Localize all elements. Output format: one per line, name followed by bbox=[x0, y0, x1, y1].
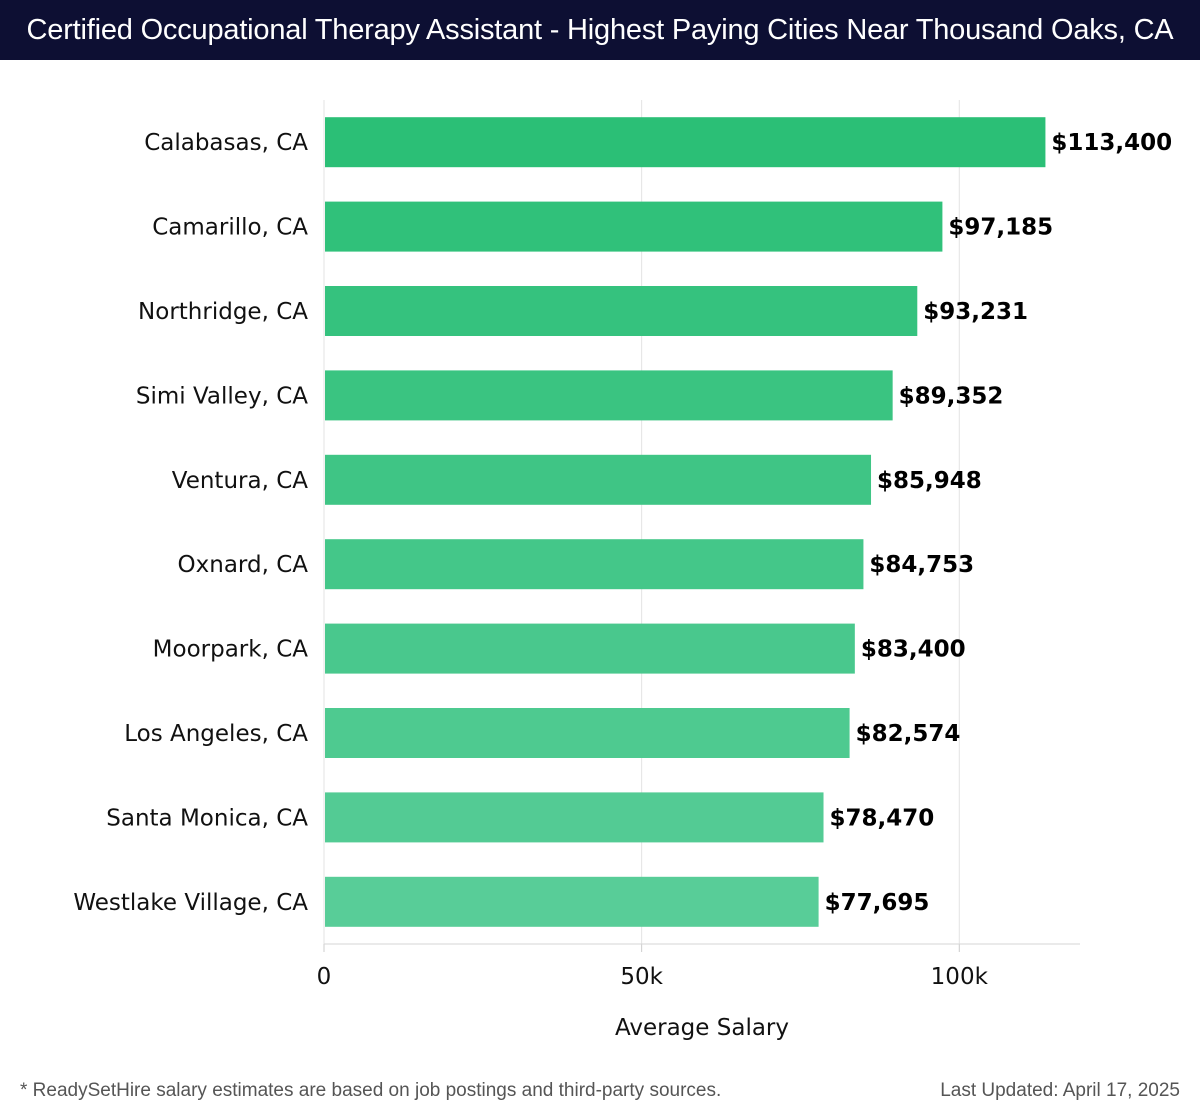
category-label: Ventura, CA bbox=[172, 468, 309, 494]
bar bbox=[325, 792, 824, 843]
bar bbox=[325, 623, 855, 674]
last-updated: Last Updated: April 17, 2025 bbox=[940, 1080, 1180, 1101]
value-label: $78,470 bbox=[830, 805, 935, 831]
value-label: $89,352 bbox=[899, 383, 1004, 409]
bar bbox=[325, 454, 872, 505]
bar bbox=[325, 201, 943, 252]
bars bbox=[325, 117, 1046, 927]
category-label: Santa Monica, CA bbox=[106, 805, 308, 831]
chart-title: Certified Occupational Therapy Assistant… bbox=[26, 13, 1174, 46]
category-label: Moorpark, CA bbox=[153, 637, 309, 663]
value-label: $82,574 bbox=[856, 721, 961, 747]
value-label: $83,400 bbox=[861, 637, 966, 663]
value-label: $93,231 bbox=[923, 299, 1028, 325]
category-label: Los Angeles, CA bbox=[124, 721, 308, 747]
category-label: Northridge, CA bbox=[138, 299, 308, 325]
x-tick-label: 0 bbox=[317, 964, 332, 990]
value-label: $113,400 bbox=[1051, 130, 1172, 156]
bar bbox=[325, 708, 850, 758]
category-label: Simi Valley, CA bbox=[136, 383, 308, 409]
value-label: $97,185 bbox=[948, 215, 1053, 241]
bar bbox=[325, 370, 893, 421]
bar bbox=[325, 117, 1046, 168]
bar bbox=[325, 286, 918, 336]
x-tick-label: 100k bbox=[931, 964, 989, 990]
bar bbox=[325, 539, 864, 590]
value-label: $77,695 bbox=[825, 890, 930, 916]
value-label: $85,948 bbox=[877, 468, 982, 494]
category-labels: Calabasas, CA Camarillo, CA Northridge, CA… bbox=[73, 130, 308, 916]
category-label: Camarillo, CA bbox=[152, 215, 308, 241]
bar bbox=[325, 876, 819, 927]
x-tick-label: 50k bbox=[620, 964, 663, 990]
value-label: $84,753 bbox=[869, 552, 974, 578]
value-labels: $113,400 $97,185 $93,231 $89,352 $85,948 $84,… bbox=[825, 130, 1173, 916]
footer-note: * ReadySetHire salary estimates are base… bbox=[20, 1080, 722, 1101]
bar-chart: Calabasas, CA Camarillo, CA Northridge, CA… bbox=[73, 100, 1173, 1041]
x-axis-title: Average Salary bbox=[615, 1015, 789, 1041]
category-label: Calabasas, CA bbox=[144, 130, 308, 156]
x-axis: 0 50k 100k bbox=[317, 943, 1080, 990]
title-bar: Certified Occupational Therapy Assistant… bbox=[0, 0, 1200, 60]
category-label: Oxnard, CA bbox=[178, 552, 309, 578]
category-label: Westlake Village, CA bbox=[73, 890, 308, 916]
